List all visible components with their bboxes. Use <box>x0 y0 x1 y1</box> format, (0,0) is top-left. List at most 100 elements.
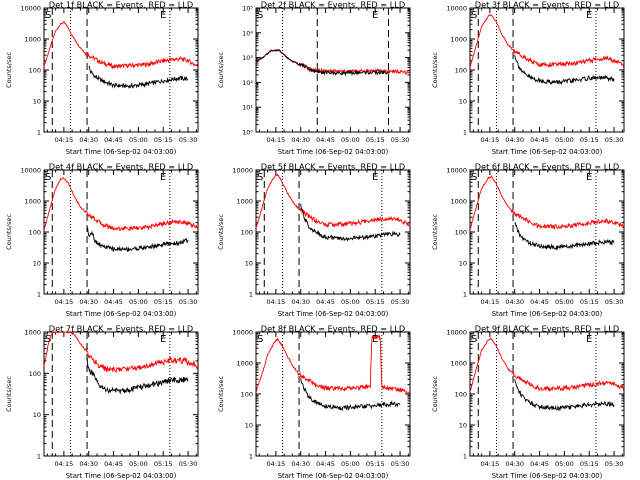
lld-series-line <box>43 20 199 70</box>
x-tick-label: 05:00 <box>341 136 360 144</box>
x-axis-label: Start Time (06-Sep-02 04:03:00) <box>66 472 177 480</box>
x-tick-label: 05:15 <box>366 460 385 468</box>
x-axis-label: Start Time (06-Sep-02 04:03:00) <box>278 148 389 156</box>
x-tick-label: 04:15 <box>55 460 74 468</box>
lld-series-line <box>255 48 411 75</box>
y-tick-label: 1000 <box>24 198 41 206</box>
x-tick-label: 04:30 <box>291 460 310 468</box>
x-tick-label: 04:30 <box>291 298 310 306</box>
lld-series-line <box>469 175 625 231</box>
y-tick-label: 10000 <box>232 167 253 175</box>
start-marker: S <box>257 334 263 345</box>
end-marker: E <box>160 172 166 183</box>
y-tick-label: 10 <box>245 422 253 430</box>
y-axis-label: Counts/sec <box>431 214 439 250</box>
lld-series-line <box>469 14 625 68</box>
y-tick-label: 100 <box>455 391 467 399</box>
lld-series-line <box>469 337 625 393</box>
x-axis-label: Start Time (06-Sep-02 04:03:00) <box>492 472 603 480</box>
y-tick-label: 1 <box>37 291 41 299</box>
x-tick-label: 04:45 <box>530 136 549 144</box>
x-tick-label: 04:45 <box>530 460 549 468</box>
y-tick-label: 10⁵ <box>242 5 253 13</box>
y-tick-label: 1000 <box>450 36 467 44</box>
x-tick-label: 05:00 <box>555 298 574 306</box>
events-series-line <box>514 379 615 412</box>
y-tick-label: 10 <box>33 98 41 106</box>
y-tick-label: 100 <box>29 229 41 237</box>
events-series-line <box>88 65 189 89</box>
y-tick-label: 10² <box>242 79 253 87</box>
y-tick-label: 1 <box>37 453 41 461</box>
y-tick-label: 10000 <box>20 5 41 13</box>
x-tick-label: 05:00 <box>341 298 360 306</box>
plot-frame <box>469 331 625 457</box>
y-axis-label: Counts/sec <box>217 214 225 250</box>
events-series-line <box>300 203 401 242</box>
end-marker: E <box>372 334 378 345</box>
x-tick-label: 05:15 <box>154 298 173 306</box>
y-tick-label: 1 <box>249 291 253 299</box>
y-tick-label: 10 <box>33 411 41 419</box>
panel-det-4: Det 4f BLACK = Events, RED = LLD Counts/s… <box>5 162 199 318</box>
x-tick-label: 05:30 <box>179 460 198 468</box>
events-series-line <box>255 48 389 77</box>
end-marker: E <box>586 10 592 21</box>
panel-det-3: Det 3f BLACK = Events, RED = LLD Counts/s… <box>431 0 625 156</box>
y-tick-label: 1000 <box>450 198 467 206</box>
x-tick-label: 05:30 <box>605 460 624 468</box>
x-axis-label: Start Time (06-Sep-02 04:03:00) <box>492 310 603 318</box>
y-tick-label: 100 <box>29 67 41 75</box>
y-tick-label: 100 <box>241 229 253 237</box>
x-tick-label: 04:15 <box>267 298 286 306</box>
plot-title: Det 6f BLACK = Events, RED = LLD <box>475 162 619 172</box>
x-tick-label: 04:30 <box>505 136 524 144</box>
y-axis-label: Counts/sec <box>5 214 13 250</box>
y-tick-label: 100 <box>29 370 41 378</box>
x-axis-label: Start Time (06-Sep-02 04:03:00) <box>492 148 603 156</box>
y-tick-label: 100 <box>455 229 467 237</box>
plot-title: Det 2f BLACK = Events, RED = LLD <box>261 0 405 10</box>
x-tick-label: 04:15 <box>481 298 500 306</box>
plot-frame <box>255 7 411 133</box>
y-tick-label: 1 <box>463 453 467 461</box>
plot-frame <box>43 169 199 295</box>
y-tick-label: 100 <box>241 391 253 399</box>
x-tick-label: 05:30 <box>391 460 410 468</box>
plot-frame <box>43 331 199 457</box>
panel-det-8: Det 8f BLACK = Events, RED = LLD Counts/s… <box>217 324 411 480</box>
x-tick-label: 05:00 <box>129 460 148 468</box>
x-tick-label: 05:15 <box>366 136 385 144</box>
x-tick-label: 04:30 <box>79 460 98 468</box>
y-axis-label: Counts/sec <box>5 376 13 412</box>
y-tick-label: 10000 <box>446 167 467 175</box>
x-tick-label: 04:15 <box>55 298 74 306</box>
y-tick-label: 10 <box>459 98 467 106</box>
y-tick-label: 10 <box>459 260 467 268</box>
x-tick-label: 04:30 <box>291 136 310 144</box>
x-tick-label: 04:30 <box>505 460 524 468</box>
y-tick-label: 1 <box>463 129 467 137</box>
x-tick-label: 05:15 <box>154 136 173 144</box>
x-tick-label: 04:15 <box>267 460 286 468</box>
x-tick-label: 05:00 <box>129 136 148 144</box>
start-marker: S <box>471 10 477 21</box>
plot-title: Det 8f BLACK = Events, RED = LLD <box>261 324 405 334</box>
y-tick-label: 10⁴ <box>242 29 253 37</box>
x-tick-label: 04:45 <box>316 298 335 306</box>
plot-frame <box>469 169 625 295</box>
y-axis-label: Counts/sec <box>5 52 13 88</box>
x-tick-label: 04:15 <box>55 136 74 144</box>
plot-title: Det 3f BLACK = Events, RED = LLD <box>475 0 619 10</box>
lld-series-line <box>43 331 199 373</box>
x-axis-label: Start Time (06-Sep-02 04:03:00) <box>66 148 177 156</box>
end-marker: E <box>586 172 592 183</box>
end-marker: E <box>372 10 378 21</box>
y-tick-label: 10¹ <box>242 104 253 112</box>
y-axis-label: Counts/sec <box>217 52 225 88</box>
y-tick-label: 1000 <box>236 360 253 368</box>
start-marker: S <box>45 10 51 21</box>
x-tick-label: 05:30 <box>391 136 410 144</box>
start-marker: S <box>471 172 477 183</box>
panel-det-5: Det 5f BLACK = Events, RED = LLD Counts/s… <box>217 162 411 318</box>
